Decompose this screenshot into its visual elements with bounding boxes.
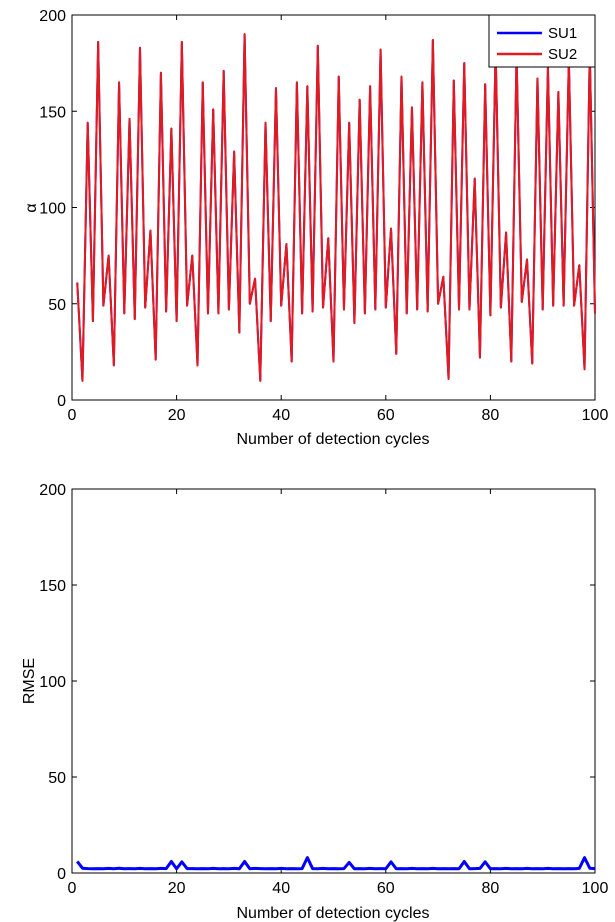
alpha-plot: 0 20 40 60 80 100 0 50 100 150 200 Number of detec…	[23, 8, 608, 448]
alpha-plot-lines	[76, 33, 596, 382]
legend-label-su2: SU2	[548, 46, 577, 63]
alpha-plot-x-tick-label: 100	[582, 407, 609, 424]
alpha-plot-y-axis-label: α	[23, 203, 40, 212]
rmse-plot-y-axis-label: RMSE	[21, 658, 38, 704]
rmse-plot-series-rmse	[76, 856, 596, 871]
alpha-plot-y-tick-label: 150	[39, 104, 66, 121]
legend-box	[488, 14, 596, 68]
rmse-plot-ticks: 0 20 40 60 80 100 0 50 100 150 200	[39, 482, 608, 897]
alpha-plot-x-tick-label: 60	[377, 407, 395, 424]
alpha-plot-x-tick-label: 40	[272, 407, 290, 424]
alpha-plot-x-tick-label: 0	[68, 407, 77, 424]
alpha-plot-y-tick-label: 50	[48, 297, 66, 314]
legend: SU1 SU2	[488, 14, 596, 68]
rmse-plot-y-tick-label: 50	[48, 770, 66, 787]
rmse-plot-y-tick-label: 0	[57, 866, 66, 883]
rmse-plot-x-tick-label: 100	[582, 880, 609, 897]
rmse-plot-x-tick-label: 0	[68, 880, 77, 897]
rmse-plot-lines	[76, 856, 596, 871]
rmse-plot-y-tick-label: 200	[39, 482, 66, 499]
rmse-plot-y-tick-label: 100	[39, 674, 66, 691]
alpha-plot-y-tick-label: 0	[57, 393, 66, 410]
alpha-plot-x-tick-label: 20	[168, 407, 186, 424]
rmse-plot-y-tick-label: 150	[39, 578, 66, 595]
rmse-plot-x-tick-label: 60	[377, 880, 395, 897]
rmse-plot-frame	[71, 488, 596, 874]
alpha-plot-series-su2	[76, 33, 596, 382]
alpha-plot-x-tick-label: 80	[482, 407, 500, 424]
alpha-plot-y-tick-label: 100	[39, 201, 66, 218]
rmse-plot: 0 20 40 60 80 100 0 50 100 150 200 Number of detec…	[21, 482, 608, 922]
rmse-plot-x-tick-label: 40	[272, 880, 290, 897]
alpha-plot-ticks: 0 20 40 60 80 100 0 50 100 150 200	[39, 8, 608, 424]
alpha-plot-y-tick-label: 200	[39, 8, 66, 25]
rmse-plot-x-tick-label: 80	[482, 880, 500, 897]
legend-label-su1: SU1	[548, 25, 577, 42]
rmse-plot-x-tick-label: 20	[168, 880, 186, 897]
alpha-plot-x-axis-label: Number of detection cycles	[237, 431, 430, 448]
rmse-plot-x-axis-label: Number of detection cycles	[237, 905, 430, 922]
